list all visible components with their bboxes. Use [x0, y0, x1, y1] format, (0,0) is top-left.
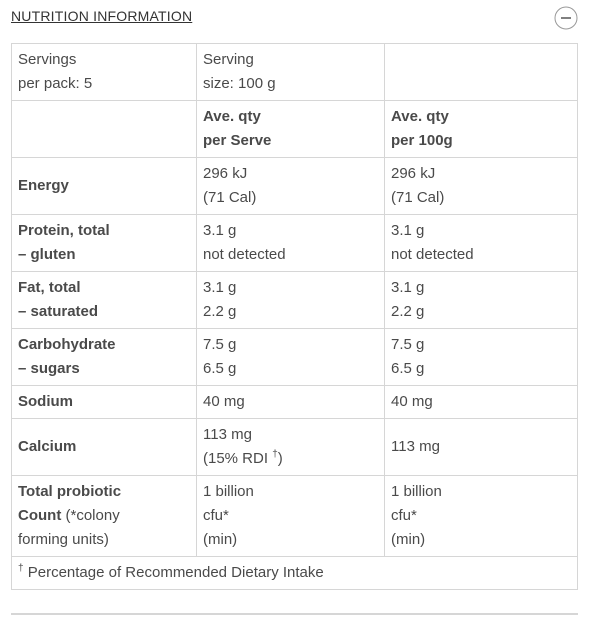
- dagger: †: [272, 449, 278, 460]
- text: size: 100 g: [203, 75, 276, 92]
- text: cfu*: [391, 507, 417, 524]
- cell: 113 mg (15% RDI †): [196, 418, 385, 476]
- text: 113 mg: [203, 426, 252, 443]
- text: Fat, total: [18, 279, 81, 296]
- text: 7.5 g: [203, 336, 237, 353]
- text: – sugars: [18, 360, 80, 377]
- row: Fat, total – saturated 3.1 g 2.2 g 3.1 g 2.…: [11, 271, 578, 329]
- text: 40 mg: [391, 393, 433, 410]
- row-label: Protein, total – gluten: [11, 214, 197, 272]
- row: Calcium 113 mg (15% RDI †) 113 mg: [11, 418, 578, 476]
- text: (min): [203, 531, 238, 548]
- cell: [11, 100, 197, 158]
- row: Carbohydrate – sugars 7.5 g 6.5 g 7.5 g 6.5…: [11, 328, 578, 386]
- row-label: Sodium: [11, 385, 197, 419]
- text: Count: [18, 507, 62, 524]
- cell: Serving size: 100 g: [196, 43, 385, 101]
- row-label: Carbohydrate – sugars: [11, 328, 197, 386]
- collapse-button[interactable]: [554, 6, 578, 30]
- text: per Serve: [203, 132, 272, 149]
- cell: 113 mg: [384, 418, 578, 476]
- text: 3.1 g: [391, 279, 425, 296]
- row: Sodium 40 mg 40 mg: [11, 385, 578, 419]
- cell: 1 billion cfu* (min): [196, 475, 385, 557]
- text: 113 mg: [391, 438, 440, 455]
- text: Carbohydrate: [18, 336, 116, 353]
- text: 296 kJ: [391, 165, 436, 182]
- footnote-row: † Percentage of Recommended Dietary Inta…: [11, 556, 578, 590]
- cell: Servings per pack: 5: [11, 43, 197, 101]
- cell: 3.1 g 2.2 g: [384, 271, 578, 329]
- row-label: Energy: [11, 157, 197, 215]
- text: 296 kJ: [203, 165, 248, 182]
- text: not detected: [203, 246, 286, 263]
- row-label: Calcium: [11, 418, 197, 476]
- text: (*colony: [65, 507, 120, 524]
- text: – saturated: [18, 303, 99, 320]
- row: Servings per pack: 5 Serving size: 100 g: [11, 43, 578, 101]
- cell: 7.5 g 6.5 g: [384, 328, 578, 386]
- text: 7.5 g: [391, 336, 425, 353]
- row-label: Fat, total – saturated: [11, 271, 197, 329]
- text: (71 Cal): [391, 189, 445, 206]
- text: Calcium: [18, 438, 77, 455]
- cell: 296 kJ (71 Cal): [384, 157, 578, 215]
- text: – gluten: [18, 246, 76, 263]
- cell: 7.5 g 6.5 g: [196, 328, 385, 386]
- text: forming units): [18, 531, 109, 548]
- row: Energy 296 kJ (71 Cal) 296 kJ (71 Cal): [11, 157, 578, 215]
- text: Protein, total: [18, 222, 110, 239]
- text: 3.1 g: [391, 222, 425, 239]
- text: per 100g: [391, 132, 453, 149]
- text: 6.5 g: [203, 360, 237, 377]
- text: (15% RDI: [203, 450, 269, 467]
- text: Ave. qty: [391, 108, 449, 125]
- text: 6.5 g: [391, 360, 425, 377]
- text: ): [277, 450, 283, 467]
- text: 40 mg: [203, 393, 245, 410]
- text: (min): [391, 531, 426, 548]
- dagger: †: [18, 563, 24, 574]
- text: 1 billion: [391, 483, 442, 500]
- column-header: Ave. qty per Serve: [196, 100, 385, 158]
- cell: 40 mg: [384, 385, 578, 419]
- cell: 40 mg: [196, 385, 385, 419]
- footnote-text: Percentage of Recommended Dietary Intake: [27, 564, 324, 581]
- nutrition-table: Servings per pack: 5 Serving size: 100 g A…: [11, 43, 578, 590]
- text: 2.2 g: [391, 303, 425, 320]
- divider: [11, 613, 578, 615]
- text: Total probiotic: [18, 483, 122, 500]
- row: Ave. qty per Serve Ave. qty per 100g: [11, 100, 578, 158]
- text: 3.1 g: [203, 279, 237, 296]
- footnote: † Percentage of Recommended Dietary Inta…: [11, 556, 578, 590]
- text: Servings: [18, 51, 77, 68]
- collapse-circle: [554, 6, 578, 30]
- cell: [384, 43, 578, 101]
- cell: 296 kJ (71 Cal): [196, 157, 385, 215]
- text: not detected: [391, 246, 474, 263]
- text: (71 Cal): [203, 189, 257, 206]
- cell: 3.1 g not detected: [196, 214, 385, 272]
- text: Sodium: [18, 393, 73, 410]
- row-label: Total probiotic Count (*colony forming uni…: [11, 475, 197, 557]
- cell: 1 billion cfu* (min): [384, 475, 578, 557]
- text: 3.1 g: [203, 222, 237, 239]
- cell: 3.1 g not detected: [384, 214, 578, 272]
- column-header: Ave. qty per 100g: [384, 100, 578, 158]
- text: per pack: 5: [18, 75, 93, 92]
- text: Ave. qty: [203, 108, 261, 125]
- cell: 3.1 g 2.2 g: [196, 271, 385, 329]
- row: Total probiotic Count (*colony forming uni…: [11, 475, 578, 557]
- section-title: NUTRITION INFORMATION: [11, 8, 193, 24]
- text: cfu*: [203, 507, 229, 524]
- text: 1 billion: [203, 483, 254, 500]
- text: 2.2 g: [203, 303, 237, 320]
- text: Serving: [203, 51, 254, 68]
- row: Protein, total – gluten 3.1 g not detected…: [11, 214, 578, 272]
- text: Energy: [18, 177, 69, 194]
